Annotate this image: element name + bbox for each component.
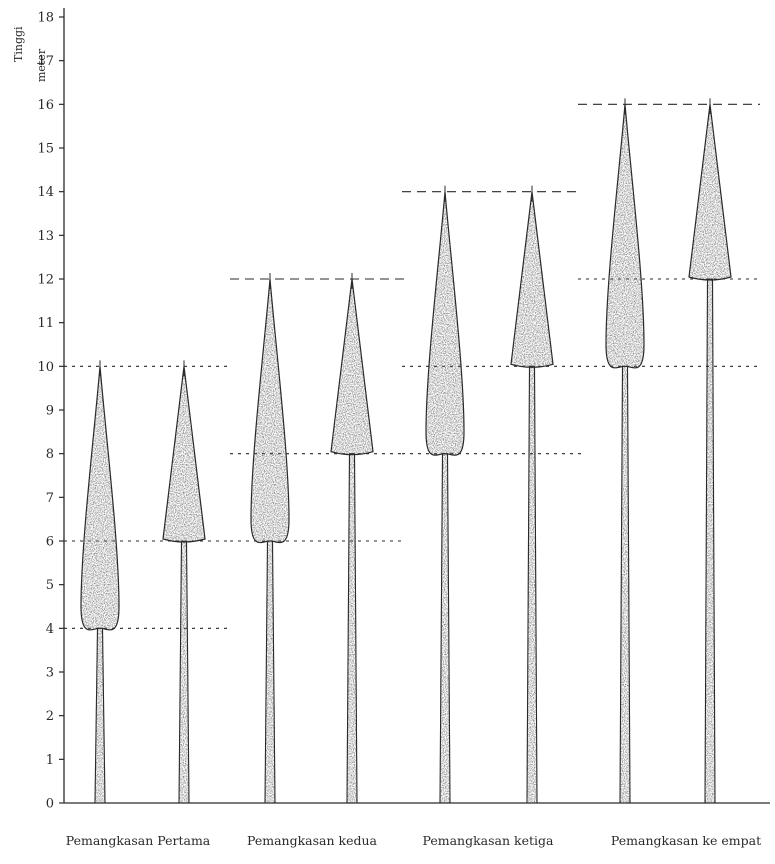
tree-crown — [331, 279, 373, 455]
group-caption: Pemangkasan Pertama — [66, 833, 211, 848]
trees — [80, 98, 732, 804]
tree-crown — [426, 191, 464, 456]
tree-crown-outline — [510, 191, 554, 368]
y-tick-label: 15 — [37, 142, 54, 157]
tree-crown — [81, 366, 119, 630]
y-tick-label: 9 — [46, 404, 54, 419]
tree-crown-outline — [330, 278, 374, 456]
tree — [162, 360, 206, 804]
y-tick-label: 10 — [37, 360, 54, 375]
tree — [80, 360, 120, 804]
y-tick-label: 8 — [46, 447, 54, 462]
group-caption: Pemangkasan ke empat — [611, 833, 761, 848]
y-tick-label: 4 — [46, 622, 54, 637]
tree-crown — [606, 104, 644, 368]
y-tick-label: 1 — [46, 753, 54, 768]
y-tick-label: 6 — [46, 535, 54, 550]
tree — [688, 98, 732, 804]
tree — [425, 185, 465, 804]
y-tick-label: 13 — [37, 229, 54, 244]
y-tick-label: 5 — [46, 578, 54, 593]
y-tick-label: 14 — [37, 185, 54, 200]
tree-crown-outline — [688, 104, 732, 281]
y-tick-label: 12 — [37, 273, 54, 288]
group-caption: Pemangkasan kedua — [247, 833, 378, 848]
tree-crown-outline — [250, 278, 290, 544]
y-axis-unit: meter — [35, 48, 48, 82]
captions: Pemangkasan Pertama Pemangkasan kedua Pema… — [66, 833, 761, 848]
y-tick-label: 2 — [46, 709, 54, 724]
tree-crown-outline — [80, 366, 120, 631]
y-axis-label: Tinggi — [12, 26, 25, 62]
tree-crown — [511, 191, 553, 368]
tree-crown — [163, 366, 205, 542]
y-tick-label: 18 — [37, 11, 54, 26]
y-tick-label: 16 — [37, 98, 54, 113]
guide-lines — [64, 103, 760, 629]
y-tick-label: 3 — [46, 666, 54, 681]
tree-crown — [251, 279, 289, 543]
tree-crown-outline — [162, 366, 206, 543]
tree — [605, 98, 645, 804]
tree — [510, 185, 554, 804]
tree-crown-outline — [605, 104, 645, 369]
tree — [250, 273, 290, 804]
tree — [330, 273, 374, 804]
y-tick-label: 17 — [37, 54, 54, 69]
group-caption: Pemangkasan ketiga — [423, 833, 555, 848]
y-tick-label: 0 — [46, 797, 54, 812]
y-tick-label: 7 — [46, 491, 54, 506]
tree-crown-outline — [425, 191, 465, 456]
y-tick-label: 11 — [37, 316, 54, 331]
tree-crown — [689, 104, 731, 280]
